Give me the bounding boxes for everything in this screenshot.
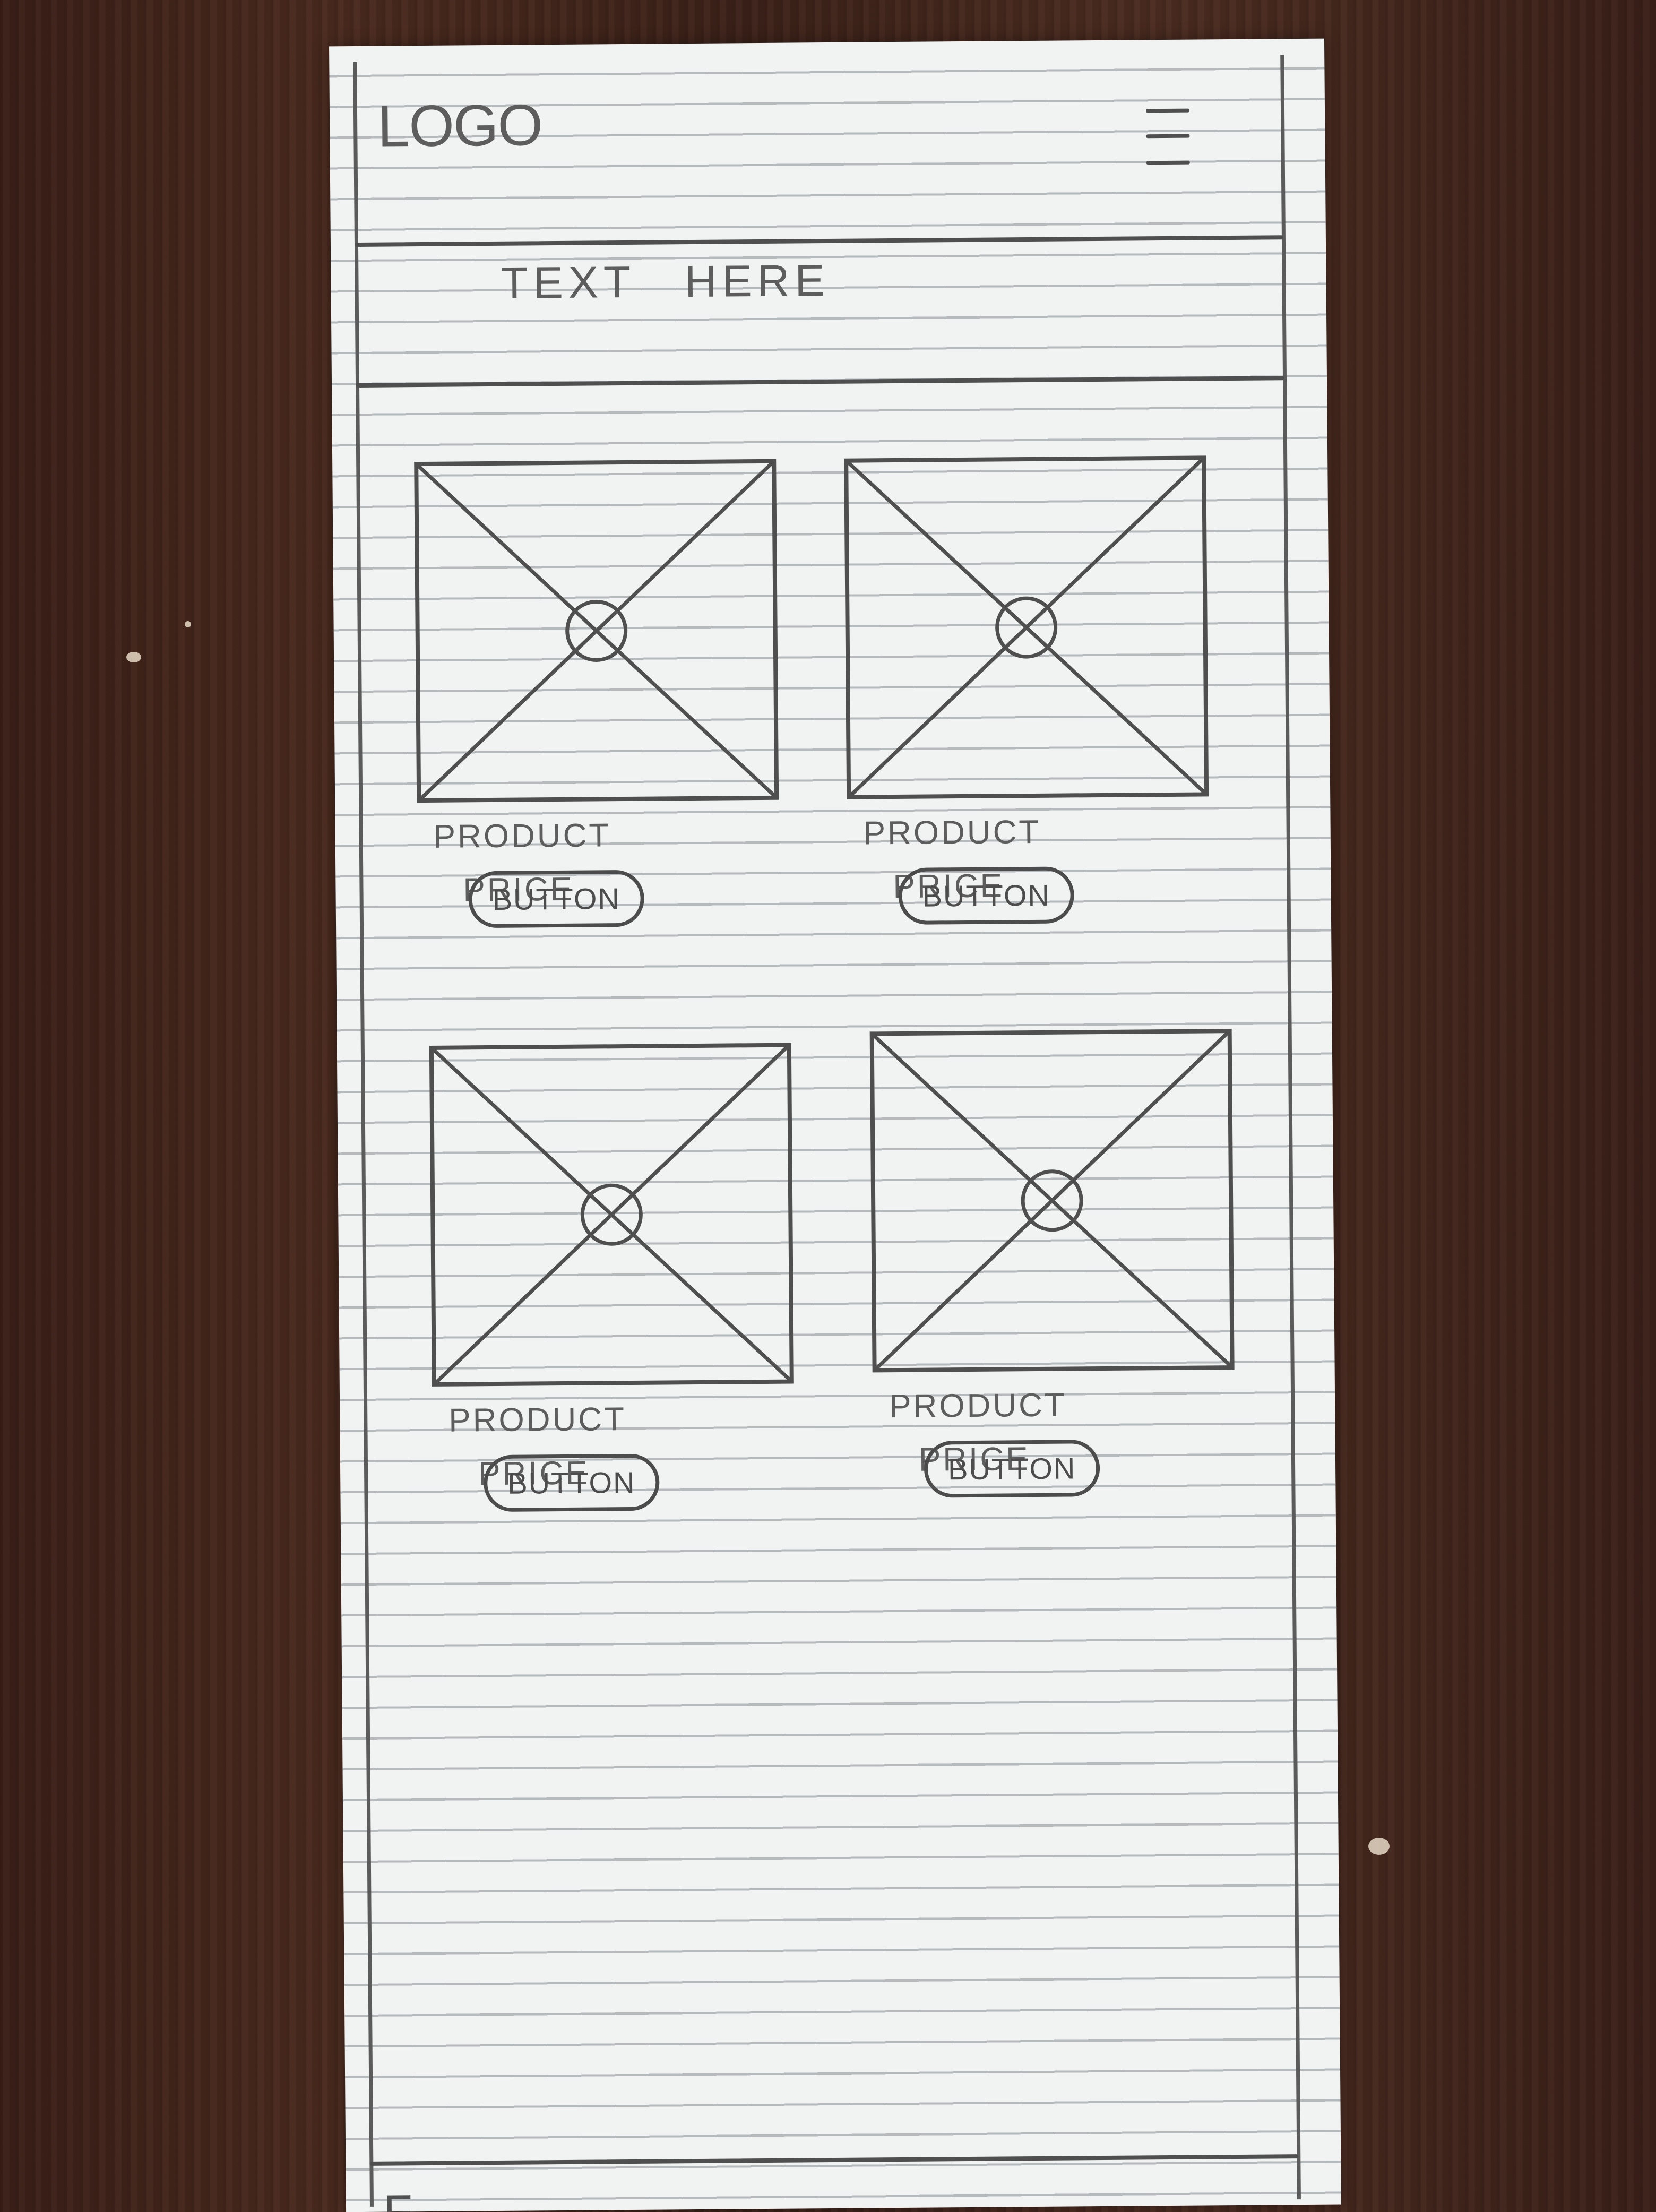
- product-button[interactable]: BUTTON: [468, 870, 645, 928]
- product-meta: PRODUCT PRICE BUTTON: [448, 1399, 789, 1512]
- product-meta: PRODUCT PRICE BUTTON: [889, 1385, 1230, 1498]
- product-card: PRODUCT PRICE BUTTON: [427, 1041, 796, 1512]
- product-card: PRODUCT PRICE BUTTON: [412, 457, 781, 928]
- menu-line: [1146, 160, 1190, 165]
- wood-speck: [185, 621, 191, 627]
- menu-line: [1146, 108, 1190, 113]
- product-name: PRODUCT: [448, 1401, 627, 1439]
- hero-text: TEXT HERE: [501, 255, 830, 308]
- product-button[interactable]: BUTTON: [898, 866, 1075, 925]
- product-button[interactable]: BUTTON: [483, 1453, 660, 1512]
- product-image-placeholder: [412, 457, 781, 805]
- product-name: PRODUCT: [889, 1387, 1067, 1425]
- product-meta: PRODUCT PRICE BUTTON: [863, 812, 1204, 925]
- product-card: PRODUCT PRICE BUTTON: [842, 453, 1211, 925]
- menu-line: [1146, 134, 1190, 139]
- product-name: PRODUCT: [863, 813, 1041, 852]
- product-meta: PRODUCT PRICE BUTTON: [433, 815, 774, 928]
- wood-speck: [126, 652, 141, 662]
- product-card: PRODUCT PRICE BUTTON: [868, 1027, 1237, 1498]
- product-image-placeholder: [427, 1041, 796, 1389]
- image-placeholder-icon: [869, 1029, 1235, 1373]
- wood-speck: [1368, 1838, 1390, 1855]
- image-placeholder-icon: [844, 455, 1209, 799]
- hamburger-menu-icon[interactable]: [1142, 104, 1195, 184]
- logo[interactable]: LOGO: [377, 92, 542, 159]
- product-image-placeholder: [868, 1027, 1237, 1374]
- product-image-placeholder: [842, 453, 1211, 801]
- product-button[interactable]: BUTTON: [924, 1440, 1100, 1498]
- footer-text: F: [383, 2185, 413, 2212]
- image-placeholder-icon: [414, 459, 779, 803]
- image-placeholder-icon: [429, 1043, 794, 1387]
- product-name: PRODUCT: [433, 817, 611, 855]
- wireframe-sheet: LOGO TEXT HERE PRODUCT PRICE BUTTON: [329, 38, 1342, 2212]
